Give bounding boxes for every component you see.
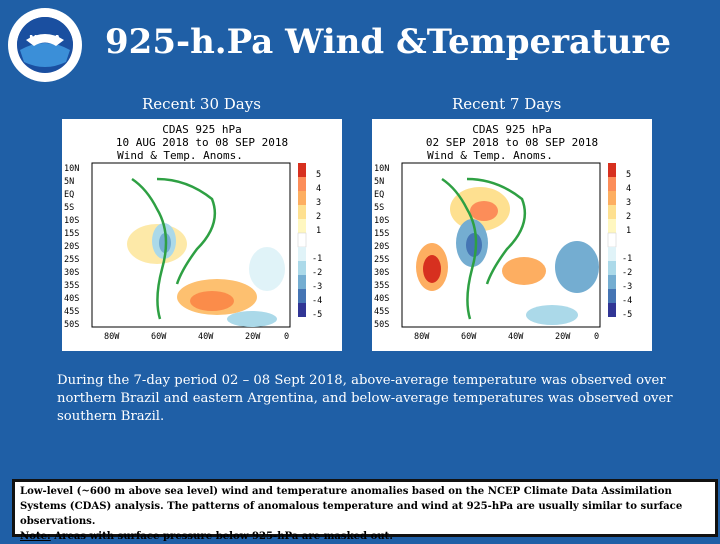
colorbar-label: -3 xyxy=(622,282,632,292)
lat-axis-labels: 10N 5N EQ 5S 10S 15S 20S 25S 30S 35S 40S… xyxy=(64,164,79,330)
colorbar-labels: 5 4 3 2 1 -1 -2 -3 -4 -5 xyxy=(312,170,322,320)
colorbar-label: 3 xyxy=(626,198,631,208)
colorbar-label: -5 xyxy=(622,310,632,320)
footnote-note-label: Note: xyxy=(20,531,51,542)
lon-label: 60W xyxy=(461,332,477,342)
lat-label: 50S xyxy=(64,320,79,330)
anomaly-field xyxy=(401,162,601,328)
lon-axis-labels: 80W 60W 40W 20W 0 xyxy=(414,332,599,342)
colorbar xyxy=(607,163,617,317)
lat-label: 50S xyxy=(374,320,389,330)
colorbar xyxy=(297,163,307,317)
lat-label: 10S xyxy=(64,216,79,226)
colorbar-label: -4 xyxy=(312,296,322,306)
lat-label: EQ xyxy=(64,190,74,200)
colorbar-label: 5 xyxy=(626,170,631,180)
map-title-line-1: CDAS 925 hPa xyxy=(472,123,551,136)
lat-label: 30S xyxy=(64,268,79,278)
colorbar-label: -1 xyxy=(622,254,632,264)
lat-label: 10N xyxy=(374,164,389,174)
lon-axis-labels: 80W 60W 40W 20W 0 xyxy=(104,332,289,342)
colorbar-labels: 5 4 3 2 1 -1 -2 -3 -4 -5 xyxy=(622,170,632,320)
footnote-note-text: Areas with surface pressure below 925-hP… xyxy=(50,531,393,542)
page-title: 925-h.Pa Wind &Temperature xyxy=(105,22,672,62)
description-text: During the 7-day period 02 – 08 Sept 201… xyxy=(57,373,673,424)
lat-label: 10N xyxy=(64,164,79,174)
lat-label: 5N xyxy=(374,177,384,187)
lon-label: 40W xyxy=(198,332,214,342)
lat-label: 25S xyxy=(64,255,79,265)
map-7-days: CDAS 925 hPa 02 SEP 2018 to 08 SEP 2018 … xyxy=(372,119,652,351)
anomaly-field xyxy=(91,162,291,328)
lat-label: EQ xyxy=(374,190,384,200)
map-title-line-2: 10 AUG 2018 to 08 SEP 2018 xyxy=(116,136,288,149)
lat-label: 25S xyxy=(374,255,389,265)
lon-label: 80W xyxy=(414,332,430,342)
colorbar-label: -4 xyxy=(622,296,632,306)
lat-label: 40S xyxy=(374,294,389,304)
lat-label: 20S xyxy=(64,242,79,252)
colorbar-label: -2 xyxy=(312,268,322,278)
lat-label: 40S xyxy=(64,294,79,304)
lat-label: 30S xyxy=(374,268,389,278)
caption-30-days: Recent 30 Days xyxy=(142,95,261,113)
logo-text: NOAA xyxy=(29,34,61,45)
lat-label: 35S xyxy=(64,281,79,291)
colorbar-label: 1 xyxy=(316,226,321,236)
footnote-main: Low-level (~600 m above sea level) wind … xyxy=(20,486,683,527)
colorbar-label: -3 xyxy=(312,282,322,292)
colorbar-label: -2 xyxy=(622,268,632,278)
colorbar-label: -5 xyxy=(312,310,322,320)
colorbar-label: -1 xyxy=(312,254,322,264)
lat-label: 5S xyxy=(64,203,74,213)
noaa-logo-icon: NOAA xyxy=(6,6,84,84)
lon-label: 20W xyxy=(555,332,571,342)
lon-label: 0 xyxy=(284,332,289,342)
colorbar-label: 3 xyxy=(316,198,321,208)
lat-label: 45S xyxy=(374,307,389,317)
lon-label: 80W xyxy=(104,332,120,342)
lat-label: 45S xyxy=(64,307,79,317)
lat-label: 10S xyxy=(374,216,389,226)
map-title-line-2: 02 SEP 2018 to 08 SEP 2018 xyxy=(426,136,598,149)
colorbar-label: 2 xyxy=(316,212,321,222)
colorbar-label: 2 xyxy=(626,212,631,222)
lat-label: 5N xyxy=(64,177,74,187)
lat-label: 20S xyxy=(374,242,389,252)
footnote-box: Low-level (~600 m above sea level) wind … xyxy=(12,479,718,542)
caption-7-days: Recent 7 Days xyxy=(452,95,562,113)
map-title-line-3: Wind & Temp. Anoms. xyxy=(427,149,553,162)
lat-axis-labels: 10N 5N EQ 5S 10S 15S 20S 25S 30S 35S 40S… xyxy=(374,164,389,330)
lat-label: 15S xyxy=(374,229,389,239)
colorbar-label: 1 xyxy=(626,226,631,236)
lon-label: 0 xyxy=(594,332,599,342)
lon-label: 20W xyxy=(245,332,261,342)
lon-label: 60W xyxy=(151,332,167,342)
map-title-line-3: Wind & Temp. Anoms. xyxy=(117,149,243,162)
lat-label: 15S xyxy=(64,229,79,239)
colorbar-label: 4 xyxy=(626,184,631,194)
colorbar-label: 5 xyxy=(316,170,321,180)
lat-label: 35S xyxy=(374,281,389,291)
lon-label: 40W xyxy=(508,332,524,342)
colorbar-label: 4 xyxy=(316,184,321,194)
map-30-days: CDAS 925 hPa 10 AUG 2018 to 08 SEP 2018 … xyxy=(62,119,342,351)
lat-label: 5S xyxy=(374,203,384,213)
map-title-line-1: CDAS 925 hPa xyxy=(162,123,241,136)
